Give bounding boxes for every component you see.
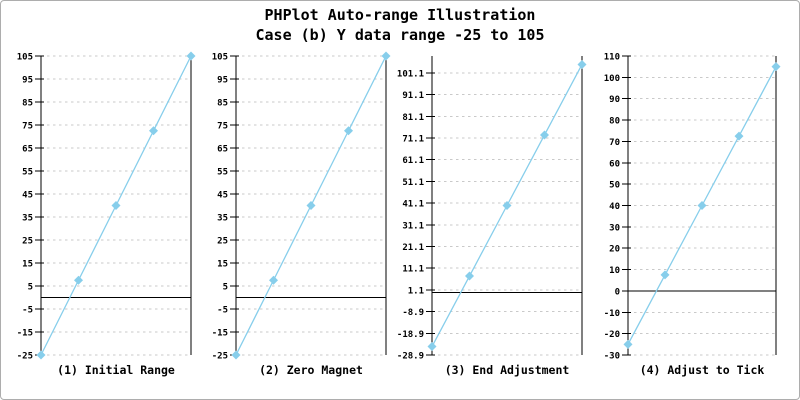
y-tick-label: 75 (22, 122, 33, 132)
data-point-marker (231, 350, 241, 360)
y-tick-label: 41.1 (402, 200, 424, 210)
y-tick-label: 91.1 (402, 91, 424, 101)
data-point-marker (74, 275, 83, 285)
y-tick-label: 95 (217, 76, 228, 86)
y-tick-label: 0 (615, 287, 620, 297)
y-tick-label: -5 (217, 306, 228, 316)
y-tick-label: 5 (28, 283, 33, 293)
y-tick-label: 85 (217, 99, 228, 109)
y-tick-label: 85 (22, 99, 33, 109)
y-tick-label: 15 (217, 260, 228, 270)
y-tick-label: 80 (609, 117, 620, 127)
data-point-marker (502, 201, 512, 210)
y-tick-label: -20 (604, 330, 620, 340)
data-point-marker (381, 51, 391, 61)
data-point-marker (771, 62, 781, 72)
data-point-marker (306, 201, 316, 210)
y-tick-label: 10 (609, 266, 620, 276)
y-tick-label: -8.9 (402, 308, 424, 318)
y-tick-label: 55 (217, 168, 228, 178)
data-point-marker (344, 126, 353, 136)
chart-title-line2: Case (b) Y data range -25 to 105 (255, 26, 545, 44)
y-tick-label: 101.1 (397, 69, 424, 79)
y-tick-label: 51.1 (402, 178, 424, 188)
data-point-marker (623, 339, 633, 349)
y-tick-label: -18.9 (397, 330, 424, 340)
y-tick-label: 20 (609, 245, 620, 255)
y-tick-label: 11.1 (402, 265, 424, 275)
subplot-title: (4) Adjust to Tick (640, 363, 765, 377)
data-point-marker (465, 271, 474, 281)
data-point-marker (697, 201, 707, 210)
y-tick-label: 25 (217, 237, 228, 247)
y-tick-label: 81.1 (402, 113, 424, 123)
data-point-marker (427, 342, 437, 352)
y-tick-label: 35 (22, 214, 33, 224)
y-tick-label: 70 (609, 138, 620, 148)
y-tick-label: -28.9 (397, 352, 424, 362)
y-tick-label: 65 (22, 145, 33, 155)
y-tick-label: 90 (609, 95, 620, 105)
y-tick-label: 61.1 (402, 156, 424, 166)
y-tick-label: 45 (22, 191, 33, 201)
y-tick-label: 31.1 (402, 221, 424, 231)
data-point-marker (149, 126, 158, 136)
y-tick-label: 71.1 (402, 135, 424, 145)
subplot-title: (3) End Adjustment (445, 363, 570, 377)
subplot-title: (2) Zero Magnet (259, 363, 363, 377)
y-tick-label: 15 (22, 260, 33, 270)
chart-title-line1: PHPlot Auto-range Illustration (264, 6, 536, 24)
y-tick-label: -30 (604, 352, 620, 362)
y-tick-label: 40 (609, 202, 620, 212)
subplot-title: (1) Initial Range (57, 363, 175, 377)
data-point-marker (186, 51, 196, 61)
y-tick-label: 55 (22, 168, 33, 178)
y-tick-label: 100 (604, 74, 620, 84)
y-tick-label: 105 (212, 53, 228, 63)
y-tick-label: -10 (604, 309, 620, 319)
y-tick-label: 50 (609, 181, 620, 191)
y-tick-label: 5 (223, 283, 228, 293)
y-tick-label: 1.1 (408, 286, 424, 296)
data-point-marker (734, 131, 744, 141)
y-tick-label: 60 (609, 159, 620, 169)
y-tick-label: -15 (17, 329, 33, 339)
y-tick-label: 65 (217, 145, 228, 155)
y-tick-label: 110 (604, 53, 620, 63)
y-tick-label: -5 (22, 306, 33, 316)
data-point-marker (577, 59, 587, 69)
y-tick-label: 25 (22, 237, 33, 247)
data-point-marker (36, 350, 46, 360)
y-tick-label: 45 (217, 191, 228, 201)
y-tick-label: 21.1 (402, 243, 424, 253)
data-point-marker (111, 201, 121, 210)
data-point-marker (540, 130, 549, 140)
y-tick-label: 75 (217, 122, 228, 132)
y-tick-label: 105 (17, 53, 33, 63)
y-tick-label: 30 (609, 223, 620, 233)
y-tick-label: 95 (22, 76, 33, 86)
y-tick-label: -25 (17, 352, 33, 362)
y-tick-label: -25 (212, 352, 228, 362)
data-point-marker (269, 275, 278, 285)
data-point-marker (660, 270, 670, 280)
y-tick-label: 35 (217, 214, 228, 224)
y-tick-label: -15 (212, 329, 228, 339)
